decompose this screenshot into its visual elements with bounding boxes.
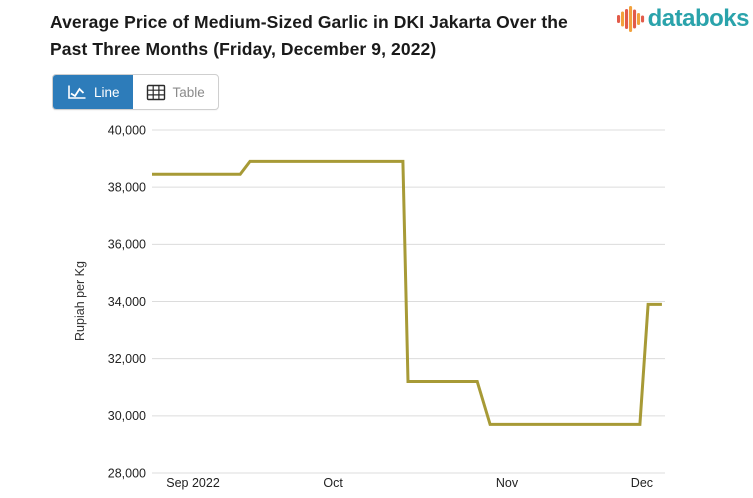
y-tick-label: 32,000: [108, 352, 146, 366]
table-icon: [146, 84, 165, 100]
databoks-logo-icon: [616, 6, 644, 32]
x-tick-label: Oct: [323, 476, 343, 490]
y-tick-label: 36,000: [108, 238, 146, 252]
x-tick-label: Nov: [496, 476, 519, 490]
price-line: [152, 159, 662, 426]
x-tick-label: Dec: [631, 476, 653, 490]
table-view-button[interactable]: Table: [133, 75, 218, 109]
table-view-label: Table: [172, 84, 205, 100]
y-tick-label: 34,000: [108, 295, 146, 309]
databoks-logo: databoks: [616, 3, 750, 35]
line-view-button[interactable]: Line: [53, 75, 133, 109]
y-tick-label: 28,000: [108, 466, 146, 480]
page-title: Average Price of Medium-Sized Garlic in …: [50, 9, 630, 63]
y-axis-title: Rupiah per Kg: [73, 261, 87, 341]
page-title-line1: Average Price of Medium-Sized Garlic in …: [50, 12, 568, 32]
view-toggle: Line Table: [52, 74, 219, 110]
line-view-label: Line: [94, 84, 120, 100]
y-tick-label: 38,000: [108, 180, 146, 194]
databoks-logo-text: databoks: [647, 5, 750, 32]
page-title-line2: Past Three Months (Friday, December 9, 2…: [50, 39, 437, 59]
y-tick-label: 40,000: [108, 123, 146, 137]
line-chart-icon: [68, 85, 86, 99]
y-tick-label: 30,000: [108, 409, 146, 423]
x-tick-label: Sep 2022: [166, 476, 220, 490]
